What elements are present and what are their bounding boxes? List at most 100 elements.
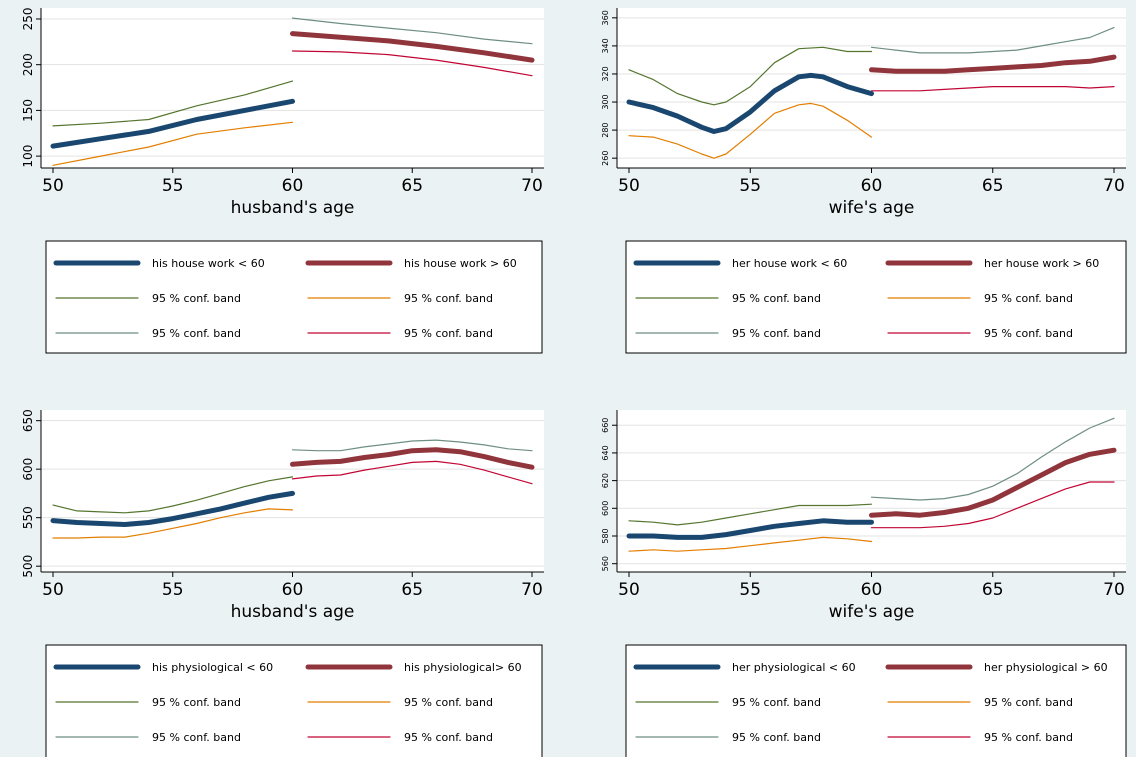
legend-label: 95 % conf. band xyxy=(152,731,241,744)
y-tick-label: 550 xyxy=(21,506,35,529)
legend-label: 95 % conf. band xyxy=(984,696,1073,709)
chart-panel-1: 100 150 200 250 50 55 60 65 70 husband's age his h… xyxy=(21,8,544,354)
y-tick-label: 320 xyxy=(601,66,610,81)
confidence-band-line xyxy=(628,503,873,526)
legend-label: 95 % conf. band xyxy=(984,327,1073,340)
estimate-line xyxy=(290,31,535,63)
legend-label: his house work < 60 xyxy=(152,257,265,270)
legend-label: 95 % conf. band xyxy=(152,696,241,709)
y-tick-label: 620 xyxy=(601,473,610,488)
y-tick-label: 640 xyxy=(601,445,610,460)
chart-panel-3: 500 550 600 650 50 55 60 65 70 husband's age his p… xyxy=(21,409,544,757)
confidence-band-line xyxy=(291,439,533,452)
legend-label: 95 % conf. band xyxy=(404,292,493,305)
legend-label: his physiological < 60 xyxy=(152,661,273,674)
legend-label: 95 % conf. band xyxy=(404,731,493,744)
legend-label: his physiological> 60 xyxy=(404,661,522,674)
estimate-line xyxy=(290,447,535,470)
legend-label: 95 % conf. band xyxy=(152,292,241,305)
x-tick-label: 65 xyxy=(401,580,423,600)
estimate-line xyxy=(626,72,874,134)
estimate-line xyxy=(50,98,295,149)
legend-label: his house work > 60 xyxy=(404,257,517,270)
x-tick-label: 60 xyxy=(861,580,883,600)
x-tick-label: 60 xyxy=(861,176,883,196)
x-axis-title: husband's age xyxy=(231,602,355,622)
x-tick-label: 70 xyxy=(1103,580,1125,600)
confidence-band-line xyxy=(52,476,294,514)
x-tick-label: 50 xyxy=(618,580,640,600)
x-tick-label: 70 xyxy=(521,176,543,196)
legend-label: her physiological < 60 xyxy=(732,661,856,674)
legend xyxy=(625,240,1127,354)
y-tick-label: 660 xyxy=(601,418,610,433)
x-tick-label: 60 xyxy=(282,580,304,600)
legend-label: 95 % conf. band xyxy=(984,731,1073,744)
x-tick-label: 60 xyxy=(282,176,304,196)
y-tick-label: 150 xyxy=(21,99,35,122)
confidence-band-line xyxy=(52,508,294,539)
confidence-band-line xyxy=(52,80,294,127)
y-tick-label: 650 xyxy=(21,409,35,432)
legend-label: 95 % conf. band xyxy=(732,696,821,709)
x-tick-label: 55 xyxy=(162,176,184,196)
y-tick-label: 580 xyxy=(601,528,610,543)
y-tick-label: 250 xyxy=(21,8,35,31)
confidence-band-line xyxy=(870,417,1115,501)
legend xyxy=(625,644,1127,757)
legend-label: 95 % conf. band xyxy=(732,327,821,340)
legend xyxy=(45,644,543,757)
confidence-band-line xyxy=(291,17,533,45)
estimate-line xyxy=(626,518,874,540)
plot-area xyxy=(617,410,1126,572)
legend-label: 95 % conf. band xyxy=(152,327,241,340)
confidence-band-line xyxy=(291,460,533,485)
confidence-band-line xyxy=(870,481,1115,529)
legend-label: 95 % conf. band xyxy=(404,696,493,709)
x-axis-title: wife's age xyxy=(829,602,915,622)
x-tick-label: 55 xyxy=(162,580,184,600)
y-tick-label: 600 xyxy=(21,458,35,481)
x-tick-label: 50 xyxy=(42,580,64,600)
y-tick-label: 280 xyxy=(601,122,610,137)
y-tick-label: 600 xyxy=(601,501,610,516)
legend-label: 95 % conf. band xyxy=(404,327,493,340)
x-axis-title: husband's age xyxy=(231,198,355,218)
chart-panel-4: 560 580 600 620 640 660 50 55 60 65 70 wife's age he… xyxy=(601,410,1127,757)
x-tick-label: 65 xyxy=(401,176,423,196)
y-tick-label: 500 xyxy=(21,555,35,578)
x-tick-label: 50 xyxy=(618,176,640,196)
estimate-line xyxy=(869,447,1117,518)
legend xyxy=(45,240,543,354)
y-tick-label: 260 xyxy=(601,151,610,166)
confidence-band-line xyxy=(52,121,294,166)
legend-label: 95 % conf. band xyxy=(732,292,821,305)
x-tick-label: 55 xyxy=(739,176,761,196)
x-tick-label: 70 xyxy=(521,580,543,600)
confidence-band-line xyxy=(870,85,1115,92)
estimate-line xyxy=(50,490,295,527)
legend-label: her house work > 60 xyxy=(984,257,1099,270)
y-tick-label: 200 xyxy=(21,53,35,76)
legend-label: 95 % conf. band xyxy=(984,292,1073,305)
legend-label: her physiological > 60 xyxy=(984,661,1108,674)
confidence-band-line xyxy=(870,27,1115,54)
confidence-band-line xyxy=(291,50,533,77)
y-tick-label: 100 xyxy=(21,145,35,168)
legend-label: 95 % conf. band xyxy=(732,731,821,744)
x-tick-label: 65 xyxy=(982,580,1004,600)
plot-area xyxy=(617,8,1126,168)
confidence-band-line xyxy=(628,536,873,552)
y-tick-label: 360 xyxy=(601,10,610,25)
y-tick-label: 300 xyxy=(601,94,610,109)
estimate-line xyxy=(869,54,1117,74)
chart-panel-2: 260 280 300 320 340 360 50 55 60 65 70 wife's age he… xyxy=(601,8,1127,354)
confidence-band-line xyxy=(628,46,873,106)
x-tick-label: 70 xyxy=(1103,176,1125,196)
x-tick-label: 65 xyxy=(982,176,1004,196)
y-tick-label: 560 xyxy=(601,556,610,571)
x-tick-label: 50 xyxy=(42,176,64,196)
y-tick-label: 340 xyxy=(601,38,610,53)
legend-label: her house work < 60 xyxy=(732,257,847,270)
